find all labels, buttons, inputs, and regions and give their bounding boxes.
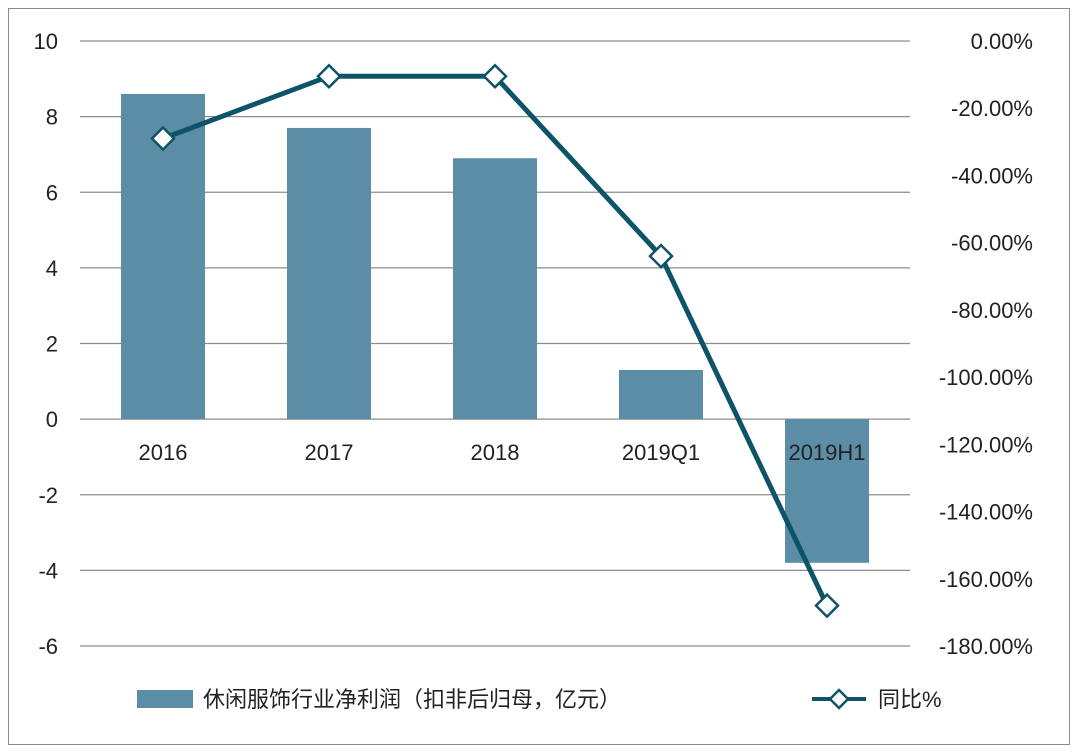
bar bbox=[785, 419, 869, 563]
line-point bbox=[648, 243, 674, 269]
line-point bbox=[150, 125, 176, 152]
x-axis-tick-labels: 2016 2017 2018 2019Q1 2019H1 bbox=[139, 440, 866, 465]
right-tick-label: -60.00% bbox=[951, 231, 1033, 256]
line-series bbox=[150, 63, 840, 619]
right-tick-label: -20.00% bbox=[951, 96, 1033, 121]
legend-bar-label: 休闲服饰行业净利润（扣非后归母，亿元） bbox=[203, 687, 621, 712]
right-tick-label: 0.00% bbox=[971, 29, 1033, 54]
left-tick-label: 4 bbox=[46, 256, 58, 281]
left-tick-label: -4 bbox=[38, 558, 58, 583]
left-tick-label: 8 bbox=[46, 105, 58, 130]
line-point bbox=[482, 63, 508, 90]
left-tick-label: -6 bbox=[38, 634, 58, 659]
bar-series bbox=[121, 93, 869, 563]
right-tick-label: -160.00% bbox=[939, 567, 1033, 592]
x-tick-label: 2019Q1 bbox=[622, 440, 700, 465]
right-tick-label: -120.00% bbox=[939, 432, 1033, 457]
left-axis-tick-labels: -6 -4 -2 0 2 4 6 8 10 bbox=[34, 29, 58, 659]
legend: 休闲服饰行业净利润（扣非后归母，亿元） 同比% bbox=[137, 687, 942, 712]
left-tick-label: 2 bbox=[46, 332, 58, 357]
bar bbox=[619, 369, 703, 420]
right-tick-label: -140.00% bbox=[939, 500, 1033, 525]
line-point bbox=[316, 63, 342, 90]
legend-line-label: 同比% bbox=[878, 687, 942, 712]
left-tick-label: 0 bbox=[46, 407, 58, 432]
bar bbox=[453, 158, 537, 420]
right-tick-label: -180.00% bbox=[939, 634, 1033, 659]
right-axis-tick-labels: -180.00% -160.00% -140.00% -120.00% -100.00%… bbox=[939, 29, 1033, 659]
left-tick-label: 10 bbox=[34, 29, 58, 54]
left-tick-label: -2 bbox=[38, 483, 58, 508]
line-point bbox=[814, 592, 840, 619]
legend-line-marker bbox=[828, 688, 850, 710]
left-tick-label: 6 bbox=[46, 180, 58, 205]
right-tick-label: -100.00% bbox=[939, 365, 1033, 390]
x-tick-label: 2017 bbox=[305, 440, 354, 465]
x-tick-label: 2019H1 bbox=[788, 440, 865, 465]
right-tick-label: -40.00% bbox=[951, 163, 1033, 188]
x-tick-label: 2016 bbox=[139, 440, 188, 465]
legend-bar-swatch bbox=[137, 690, 193, 708]
x-tick-label: 2018 bbox=[471, 440, 520, 465]
bar bbox=[287, 127, 371, 420]
right-tick-label: -80.00% bbox=[951, 298, 1033, 323]
